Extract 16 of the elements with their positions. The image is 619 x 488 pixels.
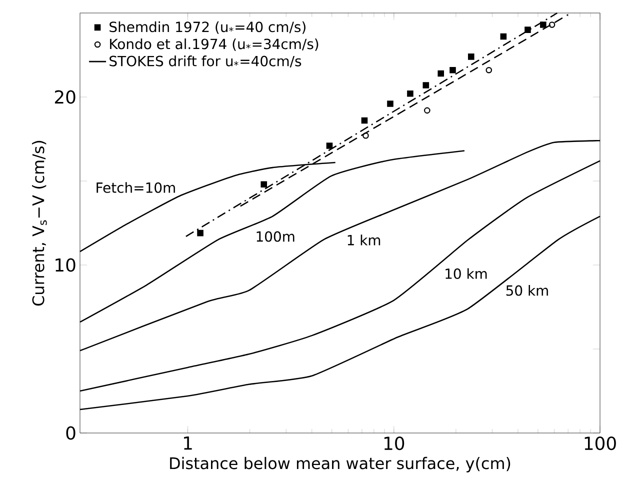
x-axis-title: Distance below mean water surface, y(cm) bbox=[170, 456, 510, 472]
y-tick-label: 20 bbox=[54, 90, 76, 104]
legend-label: Shemdin 1972 (u$_{*}$=40 cm/s) bbox=[110, 21, 306, 34]
annotation: 100m bbox=[256, 231, 294, 242]
y-axis-title: Current, V$_{s}$−V (cm/s) bbox=[32, 140, 47, 306]
x-tick-label: 1 bbox=[184, 436, 192, 450]
y-tick-label: 10 bbox=[56, 258, 76, 272]
x-tick-label: 10 bbox=[384, 436, 404, 450]
legend-label: Kondo et al.1974 (u$_{*}$=34cm/s) bbox=[110, 38, 318, 51]
x-tick-label: 100 bbox=[584, 436, 616, 450]
annotation: 10 km bbox=[446, 268, 487, 279]
y-tick-label: 0 bbox=[66, 426, 76, 440]
legend-label: STOKES drift for u$_{*}$=40cm/s bbox=[110, 56, 302, 68]
annotation: 50 km bbox=[506, 285, 548, 296]
annotation: Fetch=10m bbox=[96, 182, 175, 193]
annotation: 1 km bbox=[348, 234, 380, 246]
